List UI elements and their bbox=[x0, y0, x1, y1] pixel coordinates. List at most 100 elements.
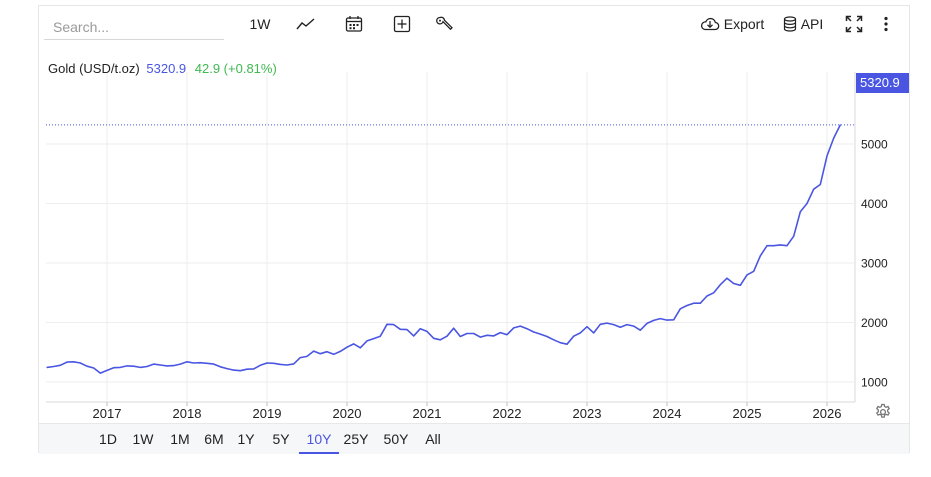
series-point bbox=[226, 368, 228, 370]
more-options-button[interactable] bbox=[879, 12, 893, 36]
series-point bbox=[779, 244, 781, 246]
series-point bbox=[453, 327, 455, 329]
range-button-all[interactable]: All bbox=[425, 431, 441, 447]
series-point bbox=[493, 335, 495, 337]
fullscreen-button[interactable] bbox=[844, 12, 864, 36]
series-point bbox=[773, 245, 775, 247]
series-point bbox=[479, 336, 481, 338]
line-chart-icon bbox=[296, 18, 315, 30]
series-point bbox=[286, 364, 288, 366]
api-button[interactable]: API bbox=[782, 12, 824, 36]
series-point bbox=[133, 365, 135, 367]
more-vertical-icon bbox=[884, 16, 888, 32]
series-point bbox=[46, 366, 48, 368]
series-point bbox=[686, 304, 688, 307]
series-point bbox=[813, 188, 815, 190]
add-comparison-button[interactable] bbox=[392, 12, 412, 36]
series-point bbox=[93, 367, 95, 369]
series-point bbox=[173, 365, 175, 367]
series-point bbox=[273, 362, 275, 364]
series-point bbox=[386, 323, 388, 325]
series-point bbox=[193, 362, 195, 364]
series-point bbox=[439, 339, 441, 341]
series-line-gold bbox=[46, 124, 842, 374]
range-button-10y[interactable]: 10Y bbox=[299, 424, 339, 454]
series-point bbox=[593, 332, 595, 334]
price-chart: 1000 2000 3000 4000 5000 2017 2018 2019 2020 2021… bbox=[46, 72, 888, 421]
series-point bbox=[626, 324, 628, 326]
series-point bbox=[553, 339, 555, 341]
series-point bbox=[573, 335, 575, 337]
series-point bbox=[186, 361, 188, 363]
series-point bbox=[99, 372, 101, 374]
series-point bbox=[419, 328, 421, 330]
search-input[interactable] bbox=[44, 14, 224, 40]
range-button-6m[interactable]: 6M bbox=[204, 431, 224, 447]
cloud-download-icon bbox=[700, 17, 720, 31]
series-point bbox=[539, 333, 541, 335]
series-point bbox=[599, 323, 601, 325]
series-point bbox=[506, 334, 508, 336]
series-point bbox=[66, 361, 68, 363]
series-point bbox=[153, 363, 155, 365]
series-point bbox=[266, 362, 268, 364]
series-point bbox=[619, 326, 621, 328]
wrench-icon bbox=[436, 16, 453, 31]
series-point bbox=[213, 363, 215, 365]
series-point bbox=[253, 368, 255, 370]
gear-icon[interactable] bbox=[874, 403, 892, 421]
range-button-1y[interactable]: 1Y bbox=[237, 431, 255, 447]
x-tick-label: 2026 bbox=[813, 406, 842, 421]
series-point bbox=[326, 351, 328, 353]
series-point bbox=[406, 329, 408, 331]
range-button-1m[interactable]: 1M bbox=[170, 431, 190, 447]
series-point bbox=[646, 322, 648, 324]
y-tick-label: 5000 bbox=[861, 138, 888, 152]
x-tick-label: 2019 bbox=[253, 406, 282, 421]
range-button-25y[interactable]: 25Y bbox=[343, 431, 369, 447]
series-point bbox=[299, 357, 301, 359]
chart-type-button[interactable] bbox=[295, 12, 317, 36]
series-point bbox=[713, 292, 715, 294]
series-point bbox=[739, 284, 741, 286]
series-point bbox=[399, 328, 401, 330]
x-tick-label: 2017 bbox=[93, 406, 122, 421]
range-button-50y[interactable]: 50Y bbox=[383, 431, 409, 447]
series-point bbox=[659, 318, 661, 320]
last-price-tag: 5320.9 bbox=[856, 73, 909, 93]
chart-legend: Gold (USD/t.oz) 5320.9 42.9 (+0.81%) bbox=[48, 61, 277, 76]
series-point bbox=[766, 245, 768, 247]
series-point bbox=[199, 362, 201, 364]
series-point bbox=[499, 332, 501, 334]
tools-button[interactable] bbox=[434, 12, 456, 36]
range-button-5y[interactable]: 5Y bbox=[272, 431, 290, 447]
series-point bbox=[393, 324, 395, 326]
series-point bbox=[466, 332, 468, 335]
series-point bbox=[559, 342, 561, 344]
series-point bbox=[179, 363, 181, 365]
series-point bbox=[759, 255, 761, 257]
series-point bbox=[379, 335, 381, 337]
series-point bbox=[73, 361, 75, 363]
plus-square-icon bbox=[393, 15, 411, 33]
plot-area[interactable]: 1000 2000 3000 4000 5000 2017 2018 2019 2020 2021… bbox=[39, 44, 911, 424]
series-point bbox=[346, 346, 348, 348]
series-point bbox=[673, 319, 675, 321]
series-point bbox=[606, 322, 608, 324]
interval-button[interactable]: 1W bbox=[249, 16, 271, 32]
export-button[interactable]: Export bbox=[699, 12, 765, 36]
x-tick-label: 2022 bbox=[493, 406, 522, 421]
series-point bbox=[639, 329, 641, 331]
series-point bbox=[459, 335, 461, 338]
series-point bbox=[106, 369, 108, 371]
date-range-button[interactable] bbox=[344, 12, 364, 36]
y-tick-label: 1000 bbox=[861, 376, 888, 390]
series-point bbox=[306, 355, 308, 357]
range-button-1w[interactable]: 1W bbox=[132, 431, 154, 447]
legend-symbol-name: Gold (USD/t.oz) bbox=[48, 61, 140, 76]
series-point bbox=[313, 350, 315, 352]
range-button-1d[interactable]: 1D bbox=[99, 431, 117, 447]
series-point bbox=[86, 365, 88, 367]
x-tick-label: 2021 bbox=[413, 406, 442, 421]
series-point bbox=[246, 368, 248, 370]
